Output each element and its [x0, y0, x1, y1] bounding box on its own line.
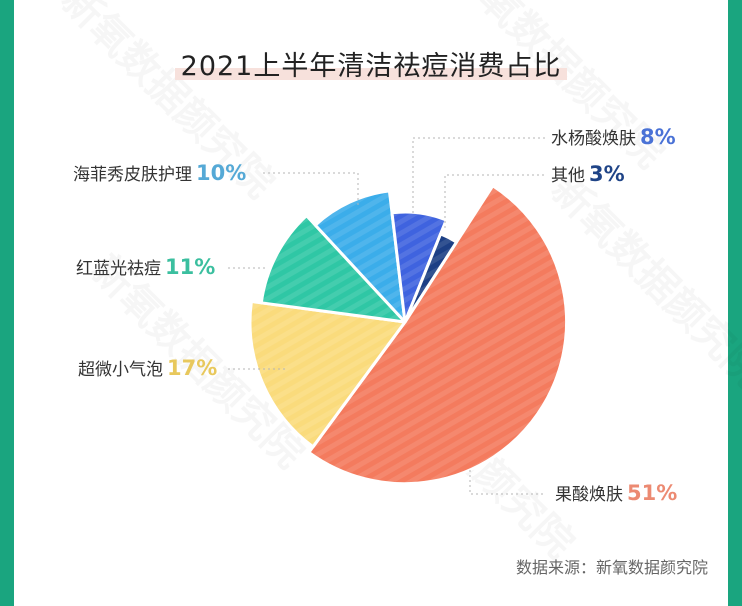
- label-name: 果酸焕肤: [555, 485, 623, 505]
- leader-line-hydrafacial: [260, 172, 359, 205]
- leader-lines: [225, 137, 545, 495]
- pie-slices: [248, 184, 569, 486]
- label-fruitacid: 果酸焕肤 51%: [555, 482, 677, 506]
- label-pct: 17%: [167, 356, 218, 380]
- label-name: 其他: [551, 166, 585, 186]
- label-pct: 11%: [165, 255, 216, 279]
- label-name: 红蓝光祛痘: [76, 259, 161, 279]
- label-pct: 10%: [196, 161, 247, 185]
- label-microbubble: 超微小气泡 17%: [78, 357, 217, 381]
- label-pct: 3%: [589, 162, 625, 186]
- label-other: 其他 3%: [551, 163, 625, 187]
- label-salicylic: 水杨酸焕肤 8%: [551, 126, 676, 150]
- label-pct: 51%: [627, 481, 678, 505]
- label-name: 水杨酸焕肤: [551, 129, 636, 149]
- pie-slice-stripes: [315, 190, 405, 322]
- pie-slice-stripes: [392, 212, 447, 322]
- leader-line-fruitacid: [469, 470, 545, 495]
- pie-slice-stripes: [405, 233, 457, 322]
- label-name: 超微小气泡: [78, 360, 163, 380]
- pie-slice-stripes: [250, 301, 405, 447]
- label-pct: 8%: [640, 125, 676, 149]
- label-bluelight: 红蓝光祛痘 11%: [76, 256, 215, 280]
- data-source: 数据来源：新氧数据颜究院: [515, 558, 708, 577]
- pie-slice-stripes: [308, 185, 567, 484]
- label-hydrafacial: 海菲秀皮肤护理 10%: [73, 162, 246, 186]
- chart-title: 2021上半年清洁祛痘消费占比: [174, 44, 568, 83]
- pie-slice-stripes: [261, 215, 405, 322]
- frame-right-border: [728, 0, 742, 606]
- chart-title-container: 2021上半年清洁祛痘消费占比: [0, 44, 742, 83]
- leader-line-salicylic: [412, 137, 545, 213]
- label-name: 海菲秀皮肤护理: [73, 165, 192, 185]
- frame-left-border: [0, 0, 14, 606]
